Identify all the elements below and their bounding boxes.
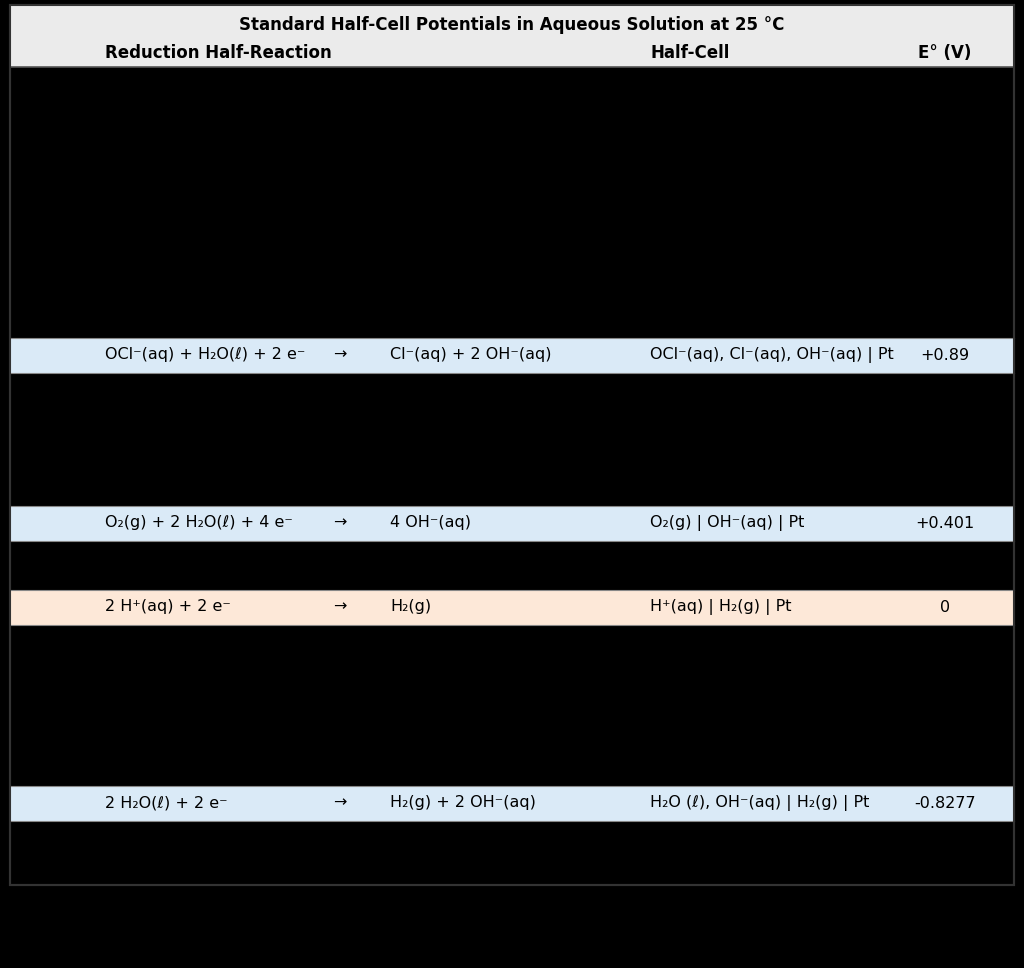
Bar — [10, 590, 1014, 624]
Text: 0: 0 — [940, 599, 950, 615]
Text: H₂O (ℓ), OH⁻(aq) | H₂(g) | Pt: H₂O (ℓ), OH⁻(aq) | H₂(g) | Pt — [650, 795, 869, 811]
Text: O₂(g) | OH⁻(aq) | Pt: O₂(g) | OH⁻(aq) | Pt — [650, 515, 805, 531]
Bar — [10, 5, 1014, 67]
Text: 4 OH⁻(aq): 4 OH⁻(aq) — [390, 516, 471, 530]
Text: OCl⁻(aq) + H₂O(ℓ) + 2 e⁻: OCl⁻(aq) + H₂O(ℓ) + 2 e⁻ — [105, 348, 305, 362]
Text: Half-Cell: Half-Cell — [650, 45, 729, 62]
Bar — [10, 505, 1014, 540]
Text: →: → — [334, 348, 347, 362]
Text: →: → — [334, 796, 347, 810]
Text: H⁺(aq) | H₂(g) | Pt: H⁺(aq) | H₂(g) | Pt — [650, 599, 792, 615]
Text: →: → — [334, 599, 347, 615]
Text: H₂(g): H₂(g) — [390, 599, 431, 615]
Text: O₂(g) + 2 H₂O(ℓ) + 4 e⁻: O₂(g) + 2 H₂O(ℓ) + 4 e⁻ — [105, 516, 293, 530]
Text: +0.89: +0.89 — [921, 348, 970, 362]
Text: OCl⁻(aq), Cl⁻(aq), OH⁻(aq) | Pt: OCl⁻(aq), Cl⁻(aq), OH⁻(aq) | Pt — [650, 347, 894, 363]
Text: Cl⁻(aq) + 2 OH⁻(aq): Cl⁻(aq) + 2 OH⁻(aq) — [390, 348, 552, 362]
Text: +0.401: +0.401 — [915, 516, 975, 530]
Bar — [10, 338, 1014, 373]
Text: Reduction Half-Reaction: Reduction Half-Reaction — [105, 45, 332, 62]
Bar — [10, 785, 1014, 821]
Text: 2 H⁺(aq) + 2 e⁻: 2 H⁺(aq) + 2 e⁻ — [105, 599, 230, 615]
Text: 2 H₂O(ℓ) + 2 e⁻: 2 H₂O(ℓ) + 2 e⁻ — [105, 796, 227, 810]
Text: →: → — [334, 516, 347, 530]
Text: -0.8277: -0.8277 — [914, 796, 976, 810]
Text: E° (V): E° (V) — [919, 45, 972, 62]
Text: Standard Half-Cell Potentials in Aqueous Solution at 25 °C: Standard Half-Cell Potentials in Aqueous… — [240, 16, 784, 35]
Text: H₂(g) + 2 OH⁻(aq): H₂(g) + 2 OH⁻(aq) — [390, 796, 536, 810]
